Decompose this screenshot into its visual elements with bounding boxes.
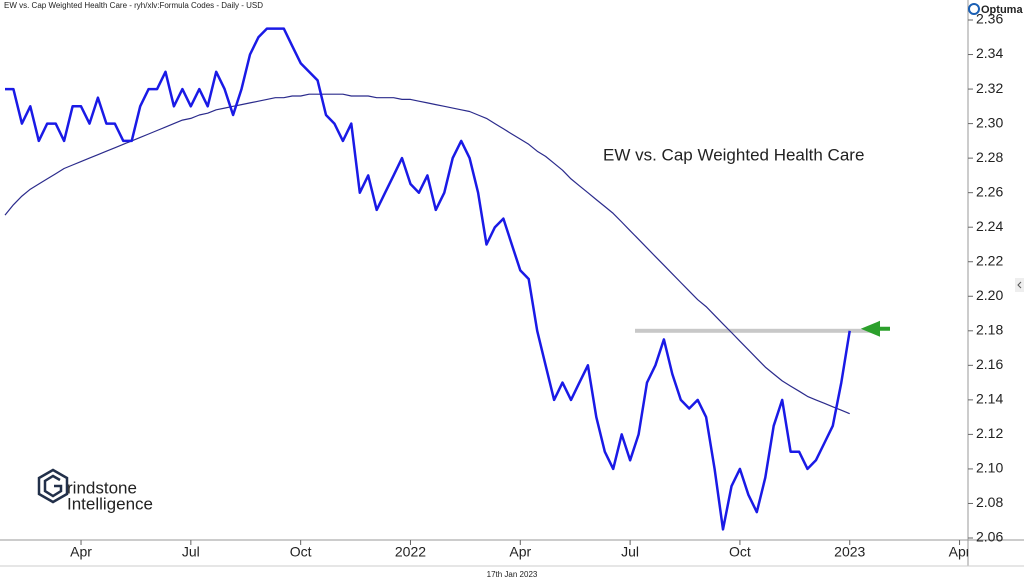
chart-title: EW vs. Cap Weighted Health Care: [603, 145, 864, 164]
axes: 2.06 2.08 2.10 2.12 2.14 2.16 2.18 2.20 2.22 2.24…: [968, 11, 1003, 545]
series-line: [5, 27, 851, 531]
watermark-icon: [37, 468, 69, 504]
x-tick-label: Oct: [729, 544, 751, 560]
watermark: rindstone Intelligence: [37, 468, 153, 513]
y-tick-label: 2.26: [976, 183, 1003, 199]
reference-line: [635, 328, 875, 333]
x-tick-label: Apr: [509, 544, 531, 560]
y-tick-label: 2.34: [976, 45, 1003, 61]
y-tick-label: 2.08: [976, 494, 1003, 510]
y-tick-label: 2.28: [976, 149, 1003, 165]
y-tick-label: 2.30: [976, 114, 1003, 130]
collapse-button[interactable]: [1015, 278, 1024, 292]
x-tick-label: Jul: [182, 544, 200, 560]
y-tick-label: 2.32: [976, 80, 1003, 96]
x-tick-label: 2023: [834, 544, 865, 560]
header: EW vs. Cap Weighted Health Care - ryh/xl…: [4, 1, 263, 10]
watermark-text: rindstone: [67, 478, 137, 497]
y-tick-label: 2.14: [976, 391, 1003, 407]
y-tick-label: 2.06: [976, 529, 1003, 545]
x-tick-label: Jul: [621, 544, 639, 560]
brand-logo: Optuma: [968, 3, 1023, 16]
collapse-icon[interactable]: [1017, 281, 1022, 289]
brand-icon: [968, 3, 980, 15]
x-tick-label: Apr: [949, 544, 971, 560]
y-tick-label: 2.10: [976, 460, 1003, 476]
y-tick-label: 2.36: [976, 11, 1003, 27]
series-line: [4, 93, 850, 415]
watermark-icon: [43, 474, 63, 498]
y-tick-label: 2.20: [976, 287, 1003, 303]
brand-text: Optuma: [981, 4, 1023, 16]
y-tick-label: 2.16: [976, 356, 1003, 372]
y-tick-label: 2.24: [976, 218, 1003, 234]
y-tick-label: 2.18: [976, 322, 1003, 338]
y-tick-label: 2.12: [976, 425, 1003, 441]
x-tick-label: 2022: [395, 544, 426, 560]
y-tick-label: 2.22: [976, 252, 1003, 268]
watermark-text: Intelligence: [67, 494, 153, 513]
annotation-arrow: [860, 320, 890, 337]
collapse-button-bg[interactable]: [1015, 278, 1024, 292]
x-tick-label: Apr: [70, 544, 92, 560]
x-tick-label: Oct: [290, 544, 312, 560]
plot: Apr Jul Oct 2022 Apr Jul Oct 2023 Apr: [4, 27, 971, 560]
footer-date: 17th Jan 2023: [487, 570, 538, 579]
